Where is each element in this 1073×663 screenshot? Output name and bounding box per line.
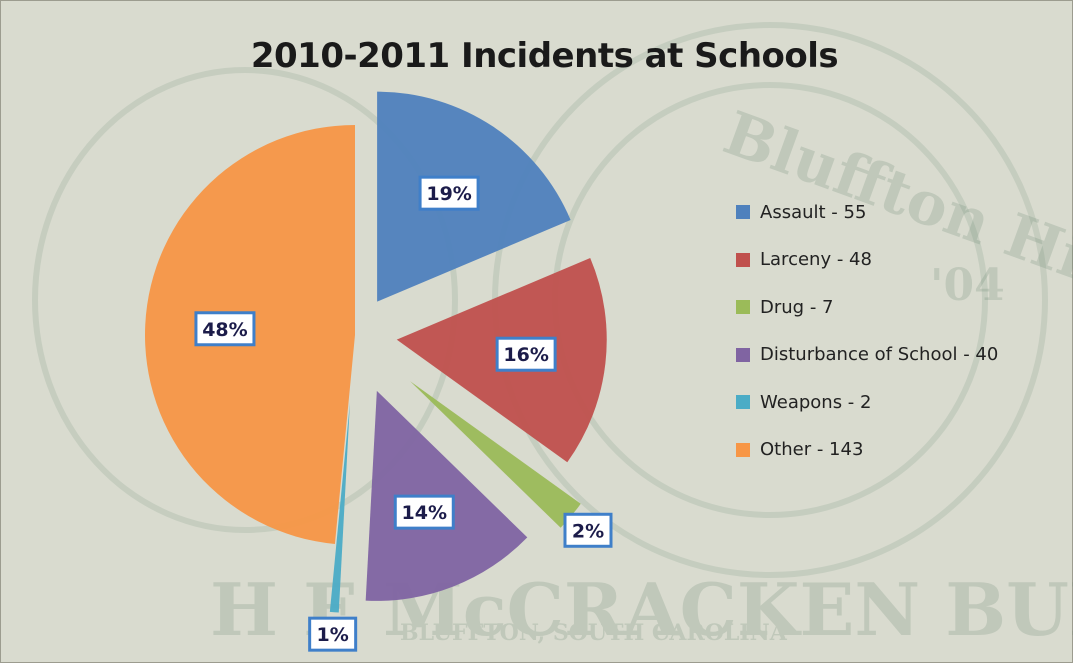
watermark-city: BLUFFTON, SOUTH CAROLINA — [400, 620, 788, 646]
legend-swatch — [736, 205, 750, 219]
pie-slice-drug — [410, 381, 581, 528]
legend-swatch — [736, 300, 750, 314]
legend-swatch — [736, 442, 750, 457]
legend-swatch — [736, 347, 750, 362]
legend-label: Assault - 55 — [760, 201, 867, 223]
legend-item-larceny: Larceny - 48 — [736, 248, 998, 272]
data-label-weapons: 1% — [308, 616, 358, 652]
legend-label: Disturbance of School - 40 — [760, 344, 999, 365]
chart-title: 2010-2011 Incidents at Schools — [250, 36, 839, 76]
data-label-assault: 19% — [418, 175, 480, 211]
legend-label: Other - 143 — [760, 439, 864, 460]
data-label-other: 48% — [194, 311, 256, 347]
svg-text:2%: 2% — [572, 520, 604, 542]
pie-data-labels: 19% 16% 2% 14% 1% 48% — [194, 175, 613, 652]
svg-text:48%: 48% — [202, 319, 247, 341]
legend-label: Weapons - 2 — [760, 391, 872, 413]
data-label-drug: 2% — [563, 512, 613, 548]
svg-text:16%: 16% — [503, 344, 548, 366]
legend-label: Larceny - 48 — [760, 249, 872, 270]
watermark-year: '04 — [930, 260, 1005, 311]
legend-item-weapons: Weapons - 2 — [736, 390, 998, 414]
legend-swatch — [736, 395, 750, 409]
legend-item-disturbance: Disturbance of School - 40 — [736, 343, 998, 367]
legend-label: Drug - 7 — [760, 296, 834, 318]
data-label-larceny: 16% — [495, 336, 557, 372]
legend-swatch — [736, 252, 750, 267]
legend-item-other: Other - 143 — [736, 438, 998, 462]
svg-text:19%: 19% — [426, 183, 471, 205]
chart-legend: Assault - 55 Larceny - 48 Drug - 7 Disturba… — [736, 200, 998, 485]
legend-item-drug: Drug - 7 — [736, 295, 998, 319]
svg-text:14%: 14% — [402, 502, 447, 524]
pie-slice-weapons — [329, 402, 350, 613]
legend-item-assault: Assault - 55 — [736, 200, 998, 224]
svg-text:1%: 1% — [317, 624, 349, 646]
data-label-disturbance: 14% — [393, 494, 455, 530]
